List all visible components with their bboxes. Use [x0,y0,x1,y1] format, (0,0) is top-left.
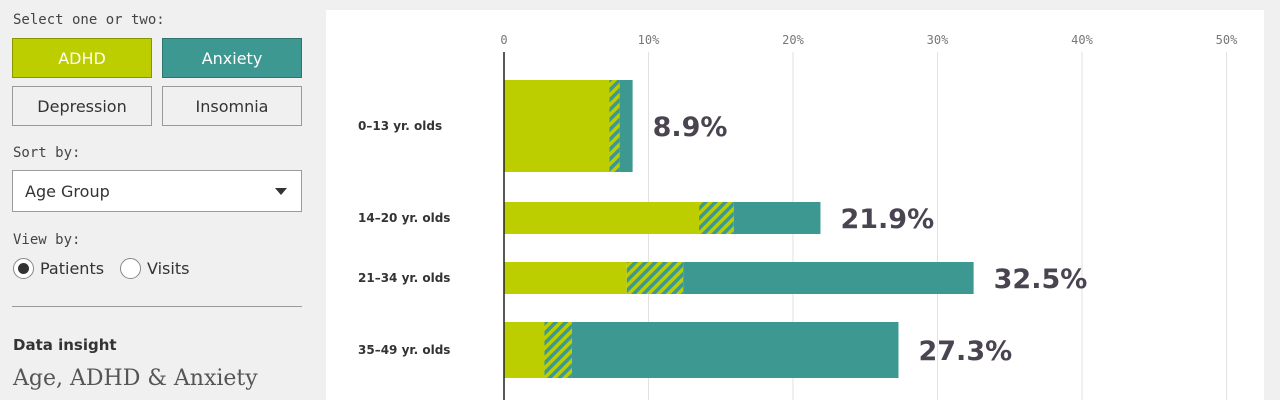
bar-segment [609,80,620,172]
insight-label: Data insight [13,336,117,354]
insomnia-button-label: Insomnia [195,96,269,116]
x-tick-label: 10% [638,33,660,47]
sort-label: Sort by: [13,145,81,161]
x-tick-label: 50% [1216,33,1238,47]
radio-visits[interactable]: Visits [120,258,189,279]
anxiety-button[interactable]: Anxiety [162,38,302,78]
value-label: 8.9% [653,112,728,143]
x-tick-label: 0 [500,33,507,47]
radio-patients-label: Patients [40,259,105,278]
category-label: 14–20 yr. olds [358,211,450,225]
radio-unchecked-icon [120,258,141,279]
bar-chart: 0 10% 20% 30% 40% 50% 0–13 yr. olds 8.9% 14–20 y… [358,33,1238,400]
chevron-down-icon [275,188,287,195]
sidebar: Select one or two: ADHD Anxiety Depressi… [0,0,316,400]
x-tick-label: 20% [782,33,804,47]
bar-segment [544,322,572,378]
bar-segment [699,202,734,234]
bar-segment [619,80,633,172]
value-label: 27.3% [918,336,1012,367]
radio-patients[interactable]: Patients [13,258,104,279]
view-label: View by: [13,232,81,248]
category-label: 21–34 yr. olds [358,271,450,285]
divider [12,306,302,307]
bar-segment [626,262,684,294]
bar-segment [733,202,821,234]
depression-button-label: Depression [37,96,127,116]
bar-segment [571,322,899,378]
x-tick-label: 30% [927,33,949,47]
adhd-button[interactable]: ADHD [12,38,152,78]
sort-select-value: Age Group [25,181,110,201]
insomnia-button[interactable]: Insomnia [162,86,302,126]
anxiety-button-label: Anxiety [201,48,263,68]
category-label: 0–13 yr. olds [358,119,442,133]
radio-checked-icon [13,258,34,279]
insight-title: Age, ADHD & Anxiety [13,366,258,391]
depression-button[interactable]: Depression [12,86,152,126]
x-tick-label: 40% [1071,33,1093,47]
bar-segment [504,202,700,234]
adhd-button-label: ADHD [58,48,106,68]
bar-segment [683,262,974,294]
radio-visits-label: Visits [147,259,190,278]
bar-segment [504,322,545,378]
category-label: 35–49 yr. olds [358,343,450,357]
value-label: 32.5% [994,264,1088,295]
chart-panel: 0 10% 20% 30% 40% 50% 0–13 yr. olds 8.9% 14–20 y… [326,10,1264,400]
sort-select[interactable]: Age Group [12,170,302,212]
bar-segment [504,262,627,294]
bar-segment [504,80,610,172]
value-label: 21.9% [840,204,934,235]
select-label: Select one or two: [13,12,165,28]
